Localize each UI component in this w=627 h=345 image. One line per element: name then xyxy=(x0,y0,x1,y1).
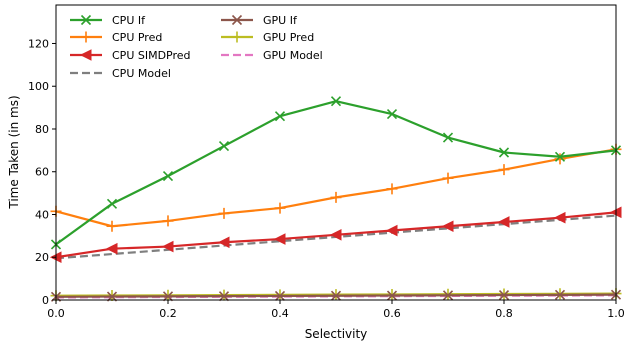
series-cpu-simdpred xyxy=(49,206,622,264)
plot-frame xyxy=(55,4,617,301)
series-cpu-if-point xyxy=(162,170,174,182)
series-gpu-if-point xyxy=(162,291,174,302)
series-cpu-pred-point xyxy=(386,183,398,195)
series-cpu-if-point xyxy=(554,151,566,162)
x-tick-label: 0.0 xyxy=(47,307,65,320)
series-cpu-if xyxy=(50,96,622,250)
y-tick-label: 0 xyxy=(42,294,49,307)
series-cpu-pred xyxy=(50,143,622,232)
legend: CPU If CPU Pred CPU SIMDPred CPU Model GPU I… xyxy=(70,14,323,80)
legend-marker xyxy=(231,14,243,26)
series-cpu-pred-point xyxy=(554,153,566,165)
legend-entry-cpu-if: CPU If xyxy=(70,14,146,27)
series-cpu-if-point xyxy=(330,96,342,107)
series-gpu-if-point xyxy=(554,289,566,300)
legend-label: GPU Pred xyxy=(263,31,314,44)
legend-marker xyxy=(79,49,92,61)
legend-label: CPU If xyxy=(112,14,146,27)
series-cpu-simdpred-point xyxy=(385,224,398,237)
series-cpu-if-point xyxy=(498,147,510,158)
series-cpu-if-point xyxy=(274,111,286,122)
x-tick-label: 0.6 xyxy=(383,307,401,320)
y-tick-label: 60 xyxy=(35,166,49,179)
series-cpu-pred-line xyxy=(55,148,617,228)
series-cpu-simdpred-point xyxy=(161,240,174,253)
legend-label: GPU Model xyxy=(263,49,323,62)
series-cpu-pred-point xyxy=(442,172,454,184)
series-cpu-if-point xyxy=(442,132,454,143)
x-axis-label: Selectivity xyxy=(305,327,368,341)
legend-entry-cpu-pred: CPU Pred xyxy=(70,31,162,44)
legend-label: GPU If xyxy=(263,14,298,27)
series-cpu-pred-point xyxy=(218,207,230,219)
x-axis-ticks: 0.0 0.2 0.4 0.6 0.8 1.0 xyxy=(47,300,625,320)
legend-label: CPU Pred xyxy=(112,31,162,44)
series-cpu-simdpred-point xyxy=(497,216,510,228)
series-layer xyxy=(49,96,622,302)
y-axis-ticks: 0 20 40 60 80 100 120 xyxy=(28,37,56,307)
series-gpu-if-point xyxy=(498,290,510,301)
series-cpu-if-point xyxy=(218,141,230,152)
series-cpu-simdpred-point xyxy=(105,242,118,255)
legend-entry-cpu-simdpred: CPU SIMDPred xyxy=(70,49,191,62)
series-gpu-if-point xyxy=(274,290,286,302)
legend-entry-cpu-model: CPU Model xyxy=(70,67,171,80)
legend-marker xyxy=(80,31,92,43)
series-cpu-pred-point xyxy=(162,215,174,227)
y-tick-label: 100 xyxy=(28,80,49,93)
y-tick-label: 20 xyxy=(35,251,49,264)
series-cpu-simdpred-point xyxy=(553,211,566,224)
legend-label: CPU SIMDPred xyxy=(112,49,191,62)
series-gpu-if-point xyxy=(442,290,454,301)
legend-label: CPU Model xyxy=(112,67,171,80)
legend-entry-gpu-if: GPU If xyxy=(221,14,298,27)
series-cpu-pred-point xyxy=(330,191,342,203)
x-tick-label: 0.8 xyxy=(495,307,513,320)
legend-entry-gpu-model: GPU Model xyxy=(221,49,323,62)
x-tick-label: 1.0 xyxy=(607,307,625,320)
series-cpu-simdpred-point xyxy=(217,236,230,249)
series-cpu-simdpred-point xyxy=(273,233,286,245)
series-cpu-if-point xyxy=(106,198,118,209)
series-cpu-if-point xyxy=(386,108,398,120)
series-gpu-if-point xyxy=(218,291,230,302)
y-tick-label: 120 xyxy=(28,37,49,50)
x-tick-label: 0.4 xyxy=(271,307,289,320)
y-tick-label: 40 xyxy=(35,208,49,221)
y-tick-label: 80 xyxy=(35,123,49,136)
series-gpu-if-point xyxy=(330,290,342,301)
series-cpu-pred-point xyxy=(498,164,510,176)
series-gpu-if-point xyxy=(386,290,398,301)
legend-entry-gpu-pred: GPU Pred xyxy=(221,31,314,44)
legend-marker xyxy=(80,14,92,26)
y-axis-label: Time Taken (in ms) xyxy=(7,95,21,209)
series-cpu-simdpred-point xyxy=(329,228,342,241)
series-cpu-simdpred-point xyxy=(441,220,454,233)
series-cpu-pred-point xyxy=(274,202,286,214)
x-tick-label: 0.2 xyxy=(159,307,177,320)
legend-marker xyxy=(231,31,243,43)
series-cpu-pred-point xyxy=(106,220,118,232)
